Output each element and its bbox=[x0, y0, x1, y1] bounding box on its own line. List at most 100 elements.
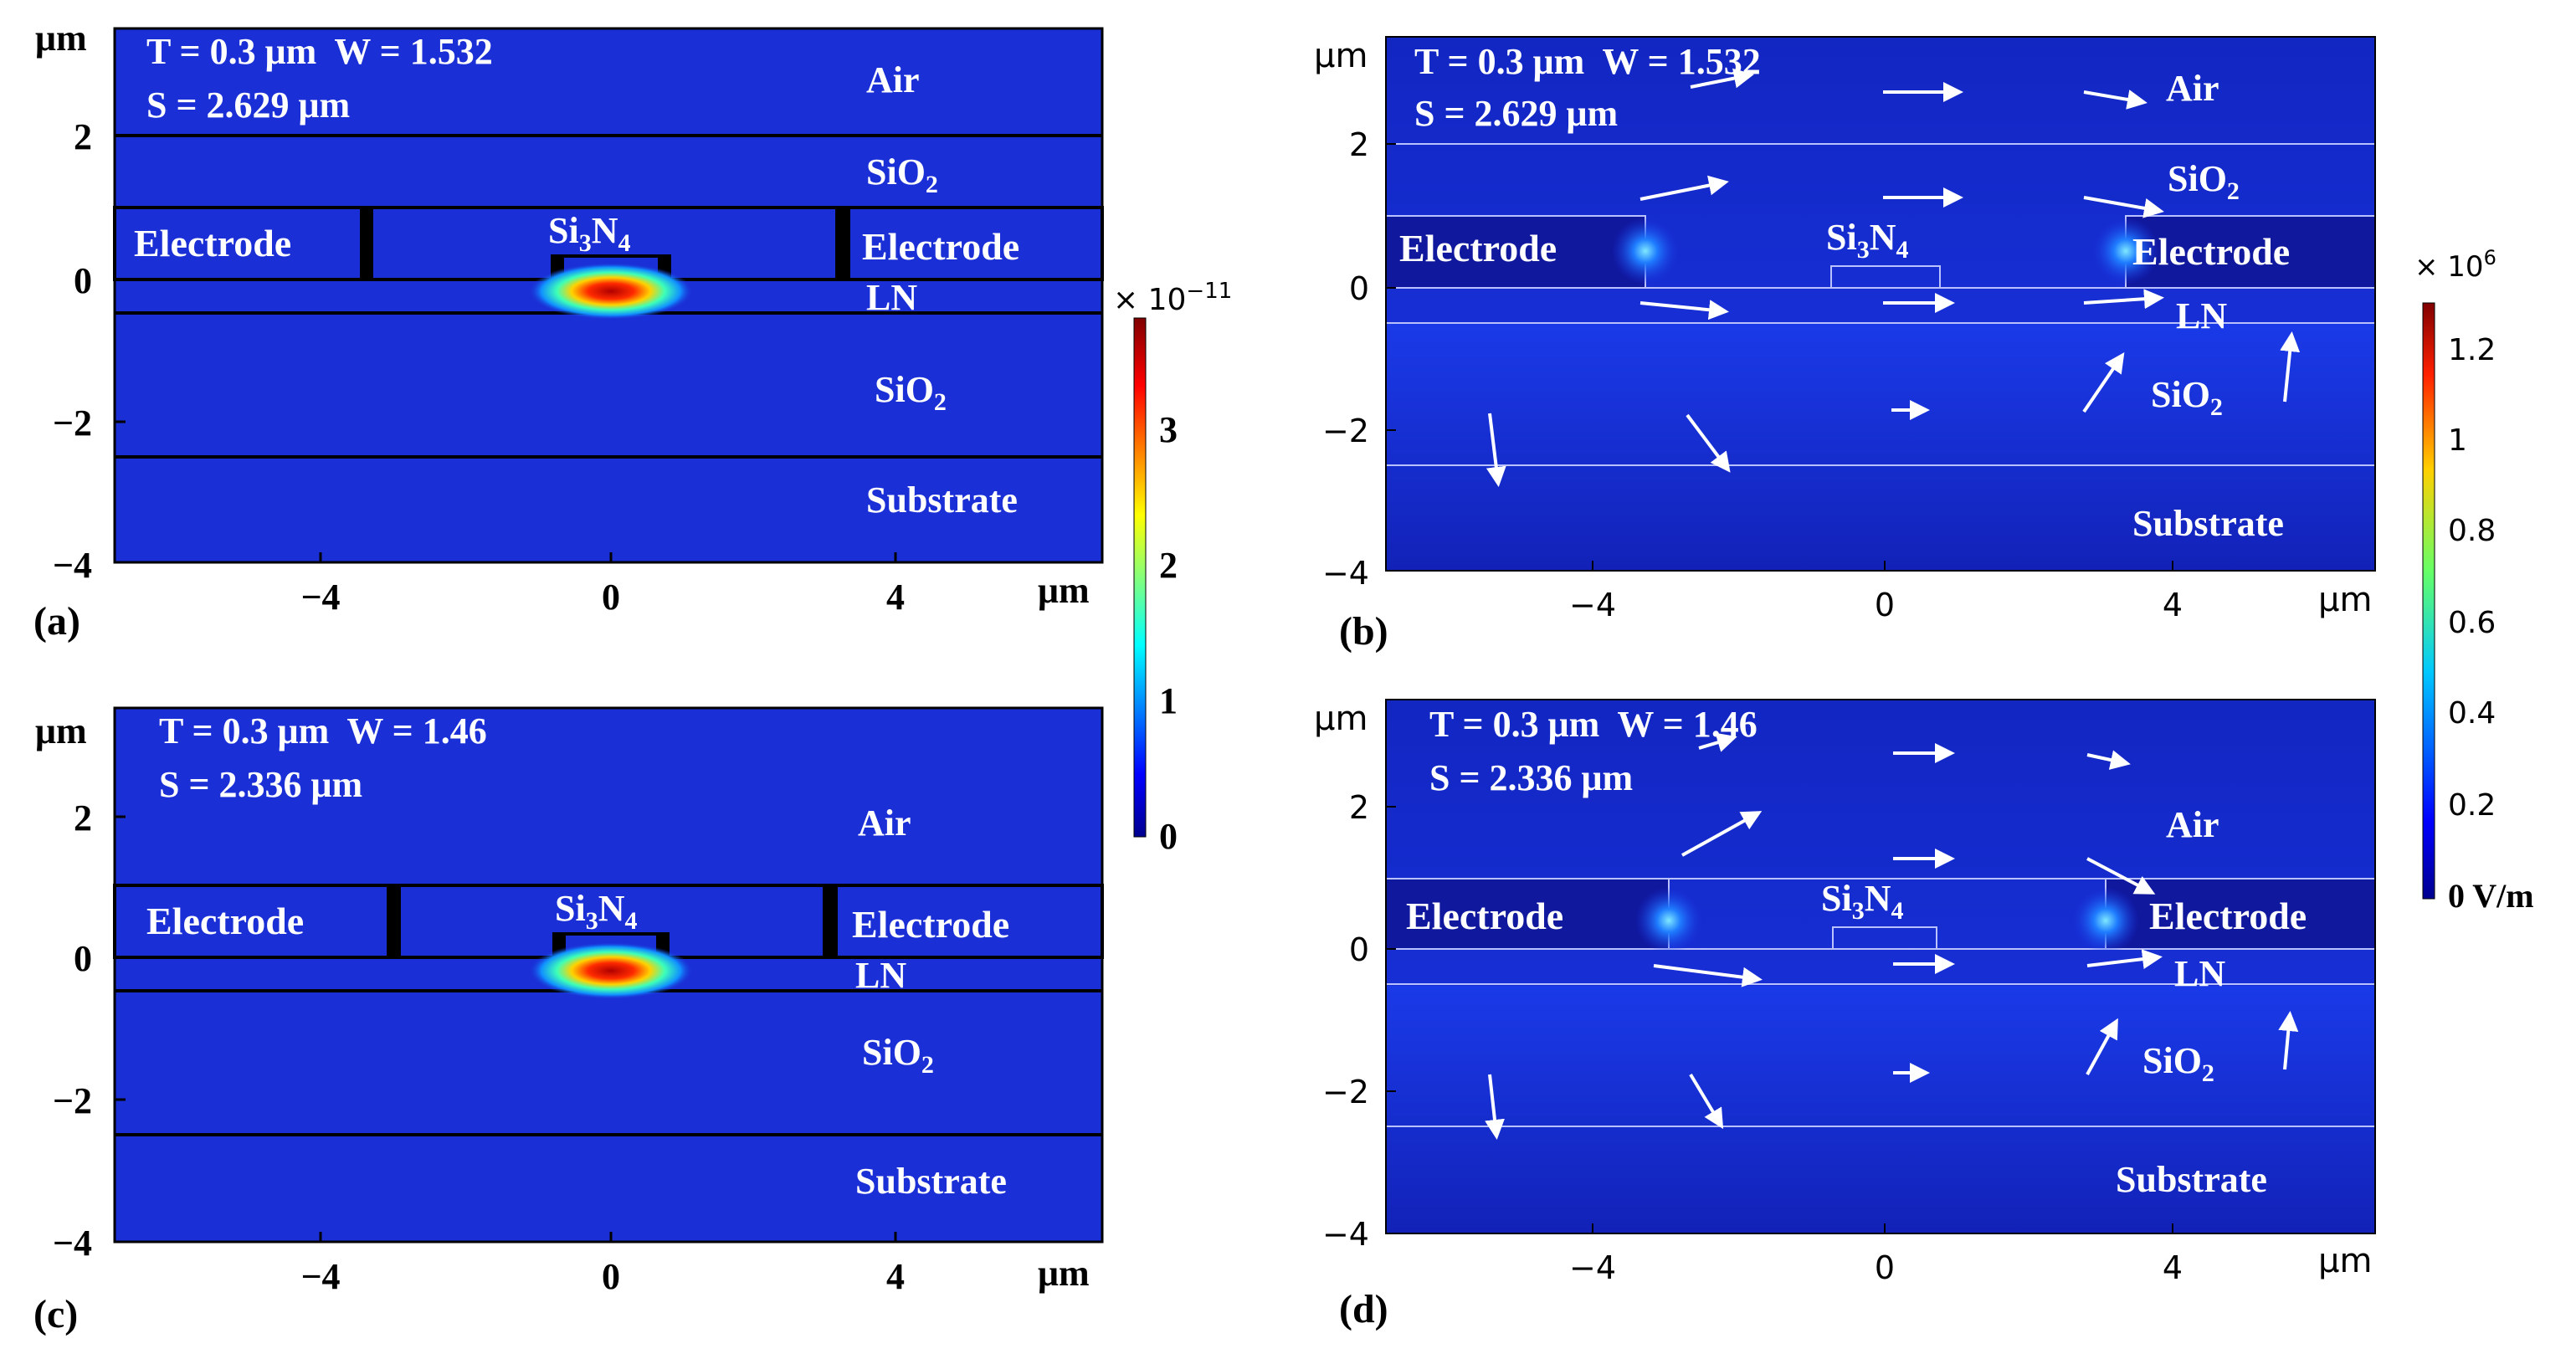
panel-d-param-line2: S = 2.336 μm bbox=[1429, 757, 1633, 798]
panel-a: μm 2 0 −2 −4 −4 0 4 μm (a) T = 0.3 μm W … bbox=[33, 18, 1104, 644]
panel-c-x-unit: μm bbox=[1038, 1253, 1090, 1294]
panel-a-electrode-left-edge bbox=[360, 208, 373, 279]
panel-a-ytick-m4: −4 bbox=[53, 545, 92, 586]
panel-d-ytick-m2: −2 bbox=[1322, 1074, 1369, 1110]
panel-a-label-air: Air bbox=[866, 59, 920, 100]
panel-d: μm 2 0 −2 −4 −4 0 4 μm (d) T = 0.3 μm W … bbox=[1314, 699, 2376, 1331]
panel-b-ytick-m2: −2 bbox=[1322, 413, 1369, 449]
panel-c-param-line2: S = 2.336 μm bbox=[159, 764, 362, 805]
panel-a-label-ln: LN bbox=[866, 277, 917, 318]
panel-b-xtick-0: 0 bbox=[1875, 587, 1895, 623]
panel-a-optical-mode bbox=[529, 263, 693, 320]
panel-d-param-line1: T = 0.3 μm W = 1.46 bbox=[1429, 704, 1758, 745]
panel-a-param-line1: T = 0.3 μm W = 1.532 bbox=[146, 31, 493, 72]
panel-b-electrode-right bbox=[2125, 215, 2376, 289]
panel-b-label-air: Air bbox=[2166, 68, 2219, 109]
panel-d-electrode-right-label: Electrode bbox=[2149, 895, 2307, 937]
panel-b-label-substrate: Substrate bbox=[2132, 503, 2284, 544]
panel-b-label-ln: LN bbox=[2176, 295, 2227, 336]
panel-d-arrow bbox=[1485, 1074, 1505, 1140]
panel-d-xtick-4: 4 bbox=[2163, 1249, 2183, 1286]
panel-d-xtick-m4: −4 bbox=[1569, 1249, 1616, 1286]
panel-b-label-sio2-bottom: SiO2 bbox=[2151, 374, 2223, 421]
panel-b-arrow bbox=[1640, 300, 1729, 321]
panel-a-y-unit: μm bbox=[35, 18, 87, 59]
colorbar-right-tick-0.8: 0.8 bbox=[2448, 514, 2496, 548]
panel-d-label-air: Air bbox=[2166, 804, 2219, 845]
panel-b-label-sio2-top: SiO2 bbox=[2168, 158, 2240, 205]
colorbar-left-tick-1: 1 bbox=[1159, 680, 1178, 721]
colorbar-right-scale: × 106 bbox=[2414, 246, 2496, 284]
panel-b-frame bbox=[1385, 36, 2376, 572]
panel-b-ytick-2: 2 bbox=[1349, 126, 1369, 163]
panel-b-param-line1: T = 0.3 μm W = 1.532 bbox=[1414, 41, 1761, 82]
panel-d-y-unit: μm bbox=[1314, 700, 1368, 738]
panel-c-xtick-m4: −4 bbox=[300, 1256, 340, 1297]
panel-d-field-arrows bbox=[1485, 732, 2299, 1140]
panel-a-label-sio2-bottom: SiO2 bbox=[875, 369, 947, 416]
panel-c-label-air: Air bbox=[858, 803, 911, 844]
panel-b-electrode-right-label: Electrode bbox=[2132, 230, 2290, 273]
panel-c-param-line1: T = 0.3 μm W = 1.46 bbox=[159, 710, 487, 751]
panel-c-electrode-right-label: Electrode bbox=[852, 903, 1009, 946]
panel-b-arrow bbox=[1486, 413, 1506, 487]
panel-b-electrode-left-label: Electrode bbox=[1399, 227, 1557, 269]
panel-d-arrow bbox=[2278, 1011, 2299, 1070]
panel-c: μm 2 0 −2 −4 −4 0 4 μm (c) T = 0.3 μm W … bbox=[33, 706, 1104, 1336]
panel-d-core-label: Si3N4 bbox=[1821, 878, 1903, 925]
panel-c-xtick-4: 4 bbox=[886, 1256, 905, 1297]
panel-d-arrow bbox=[2086, 857, 2156, 895]
panel-d-ytick-m4: −4 bbox=[1322, 1216, 1369, 1253]
panel-c-y-unit: μm bbox=[35, 710, 87, 751]
panel-b-field-arrows bbox=[1486, 68, 2301, 487]
panel-d-frame bbox=[1385, 699, 2376, 1234]
panel-b-field-glow-right bbox=[2092, 218, 2159, 285]
panel-d-electrode-left bbox=[1385, 878, 1670, 950]
panel-c-label-substrate: Substrate bbox=[855, 1161, 1007, 1202]
colorbar-right-tick-1: 1 bbox=[2448, 423, 2467, 458]
panel-a-xtick-0: 0 bbox=[602, 577, 620, 618]
panel-a-ytick-m2: −2 bbox=[53, 403, 92, 444]
panel-b-label: (b) bbox=[1339, 609, 1388, 654]
colorbar-right-tick-0.6: 0.6 bbox=[2448, 606, 2496, 640]
panel-c-optical-mode bbox=[529, 942, 693, 999]
panel-c-xtick-0: 0 bbox=[602, 1256, 620, 1297]
panel-d-field-glow-right bbox=[2072, 887, 2139, 954]
panel-a-core-label: Si3N4 bbox=[548, 210, 630, 257]
panel-d-arrow bbox=[2086, 1018, 2118, 1075]
colorbar-left-tick-3: 3 bbox=[1159, 409, 1178, 450]
panel-d-ytick-2: 2 bbox=[1349, 789, 1369, 826]
panel-b-arrow bbox=[2083, 196, 2164, 218]
colorbar-left-tick-0: 0 bbox=[1159, 816, 1178, 857]
panel-c-frame bbox=[113, 706, 1104, 1244]
colorbar-left-scale: × 10−11 bbox=[1113, 279, 1232, 317]
panel-d-arrow bbox=[1681, 811, 1763, 857]
colorbar-right-tick-0.2: 0.2 bbox=[2448, 788, 2496, 823]
panel-d-field-glow-left bbox=[1635, 887, 1702, 954]
panel-c-label-ln: LN bbox=[855, 955, 906, 996]
panel-d-label: (d) bbox=[1339, 1287, 1388, 1331]
panel-a-label: (a) bbox=[33, 599, 80, 644]
panel-c-electrode-left-label: Electrode bbox=[146, 900, 304, 942]
panel-d-label-sio2-bottom: SiO2 bbox=[2142, 1040, 2214, 1087]
panel-b-xtick-m4: −4 bbox=[1569, 587, 1616, 623]
panel-b: μm 2 0 −2 −4 −4 0 4 μm (b) T = 0.3 μm W … bbox=[1314, 36, 2376, 654]
panel-b-core-label: Si3N4 bbox=[1826, 217, 1908, 264]
panel-a-x-unit: μm bbox=[1038, 570, 1090, 611]
panel-b-arrow bbox=[2280, 331, 2301, 403]
panel-a-electrode-right bbox=[835, 206, 1104, 281]
panel-c-ytick-0: 0 bbox=[74, 938, 92, 979]
panel-d-arrow bbox=[1653, 964, 1763, 987]
panel-b-arrow bbox=[2082, 352, 2125, 413]
panel-b-ytick-m4: −4 bbox=[1322, 555, 1369, 592]
panel-d-core-box bbox=[1832, 926, 1937, 950]
panel-d-electrode-left-label: Electrode bbox=[1406, 895, 1563, 937]
panel-c-ytick-m4: −4 bbox=[53, 1223, 92, 1264]
colorbar-right-tick-0.4: 0.4 bbox=[2448, 696, 2496, 731]
panel-d-arrow bbox=[1698, 732, 1737, 752]
panel-c-electrode-right-edge bbox=[824, 885, 838, 957]
panel-b-lower-field bbox=[1386, 323, 2375, 571]
panel-a-xtick-4: 4 bbox=[886, 577, 905, 618]
panel-a-label-sio2-top: SiO2 bbox=[866, 151, 938, 198]
